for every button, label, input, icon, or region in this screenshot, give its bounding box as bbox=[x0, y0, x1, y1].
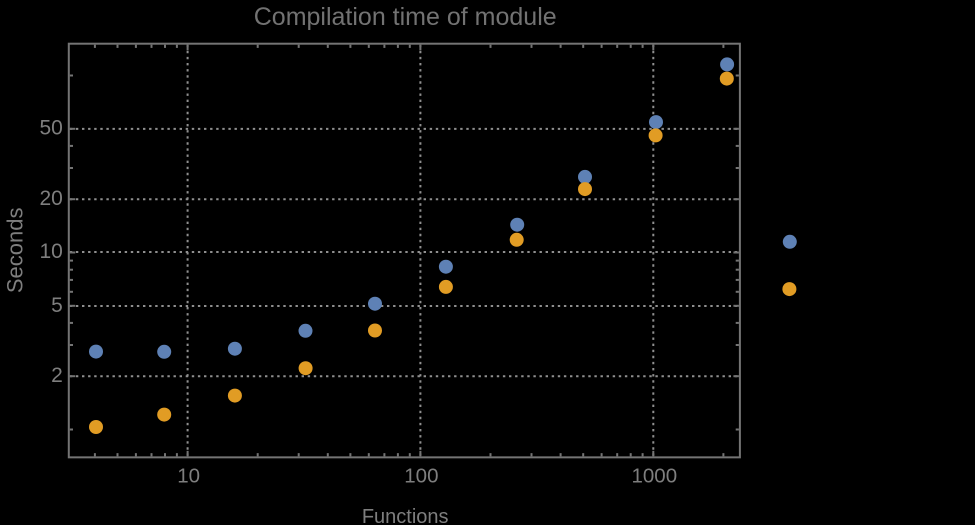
svg-text:2: 2 bbox=[51, 364, 63, 387]
svg-text:20: 20 bbox=[39, 187, 62, 210]
svg-text:Seconds: Seconds bbox=[2, 207, 27, 293]
svg-text:Compilation time of module: Compilation time of module bbox=[254, 3, 557, 31]
svg-text:1000: 1000 bbox=[631, 465, 677, 488]
svg-text:5: 5 bbox=[51, 294, 63, 317]
svg-text:10: 10 bbox=[39, 240, 62, 263]
svg-text:50: 50 bbox=[39, 117, 62, 140]
svg-text:Functions: Functions bbox=[362, 506, 449, 525]
svg-text:100: 100 bbox=[404, 465, 438, 488]
svg-text:10: 10 bbox=[177, 465, 200, 488]
